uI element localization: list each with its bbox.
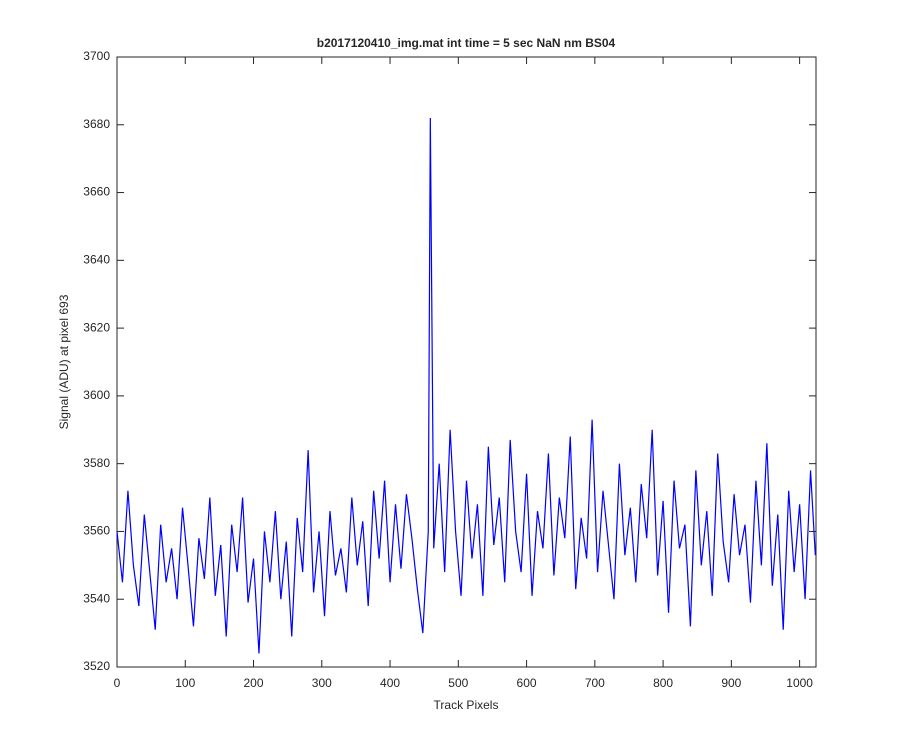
y-tick-label: 3540 bbox=[83, 591, 110, 605]
y-tick-label: 3640 bbox=[83, 253, 110, 267]
y-tick-label: 3660 bbox=[83, 185, 110, 199]
x-tick-label: 200 bbox=[244, 676, 264, 690]
x-tick-label: 400 bbox=[380, 676, 400, 690]
data-line bbox=[116, 117, 816, 654]
y-tick-label: 3600 bbox=[83, 388, 110, 402]
x-tick-label: 600 bbox=[517, 676, 537, 690]
x-tick-label: 0 bbox=[114, 676, 121, 690]
x-tick-label: 100 bbox=[175, 676, 195, 690]
x-axis-label: Track Pixels bbox=[434, 698, 499, 712]
x-tick-label: 500 bbox=[448, 676, 468, 690]
y-tick-label: 3520 bbox=[83, 659, 110, 673]
x-tick-label: 800 bbox=[653, 676, 673, 690]
x-tick-label: 700 bbox=[585, 676, 605, 690]
chart-title: b2017120410_img.mat int time = 5 sec NaN… bbox=[317, 36, 616, 50]
axes-box bbox=[116, 56, 817, 668]
y-tick-label: 3620 bbox=[83, 320, 110, 334]
x-tick-label: 1000 bbox=[786, 676, 813, 690]
y-tick-label: 3680 bbox=[83, 117, 110, 131]
y-tick-label: 3580 bbox=[83, 456, 110, 470]
y-axis-label: Signal (ADU) at pixel 693 bbox=[57, 294, 71, 429]
y-tick-label: 3700 bbox=[83, 49, 110, 63]
x-tick-label: 900 bbox=[721, 676, 741, 690]
y-tick-label: 3560 bbox=[83, 524, 110, 538]
x-tick-label: 300 bbox=[312, 676, 332, 690]
